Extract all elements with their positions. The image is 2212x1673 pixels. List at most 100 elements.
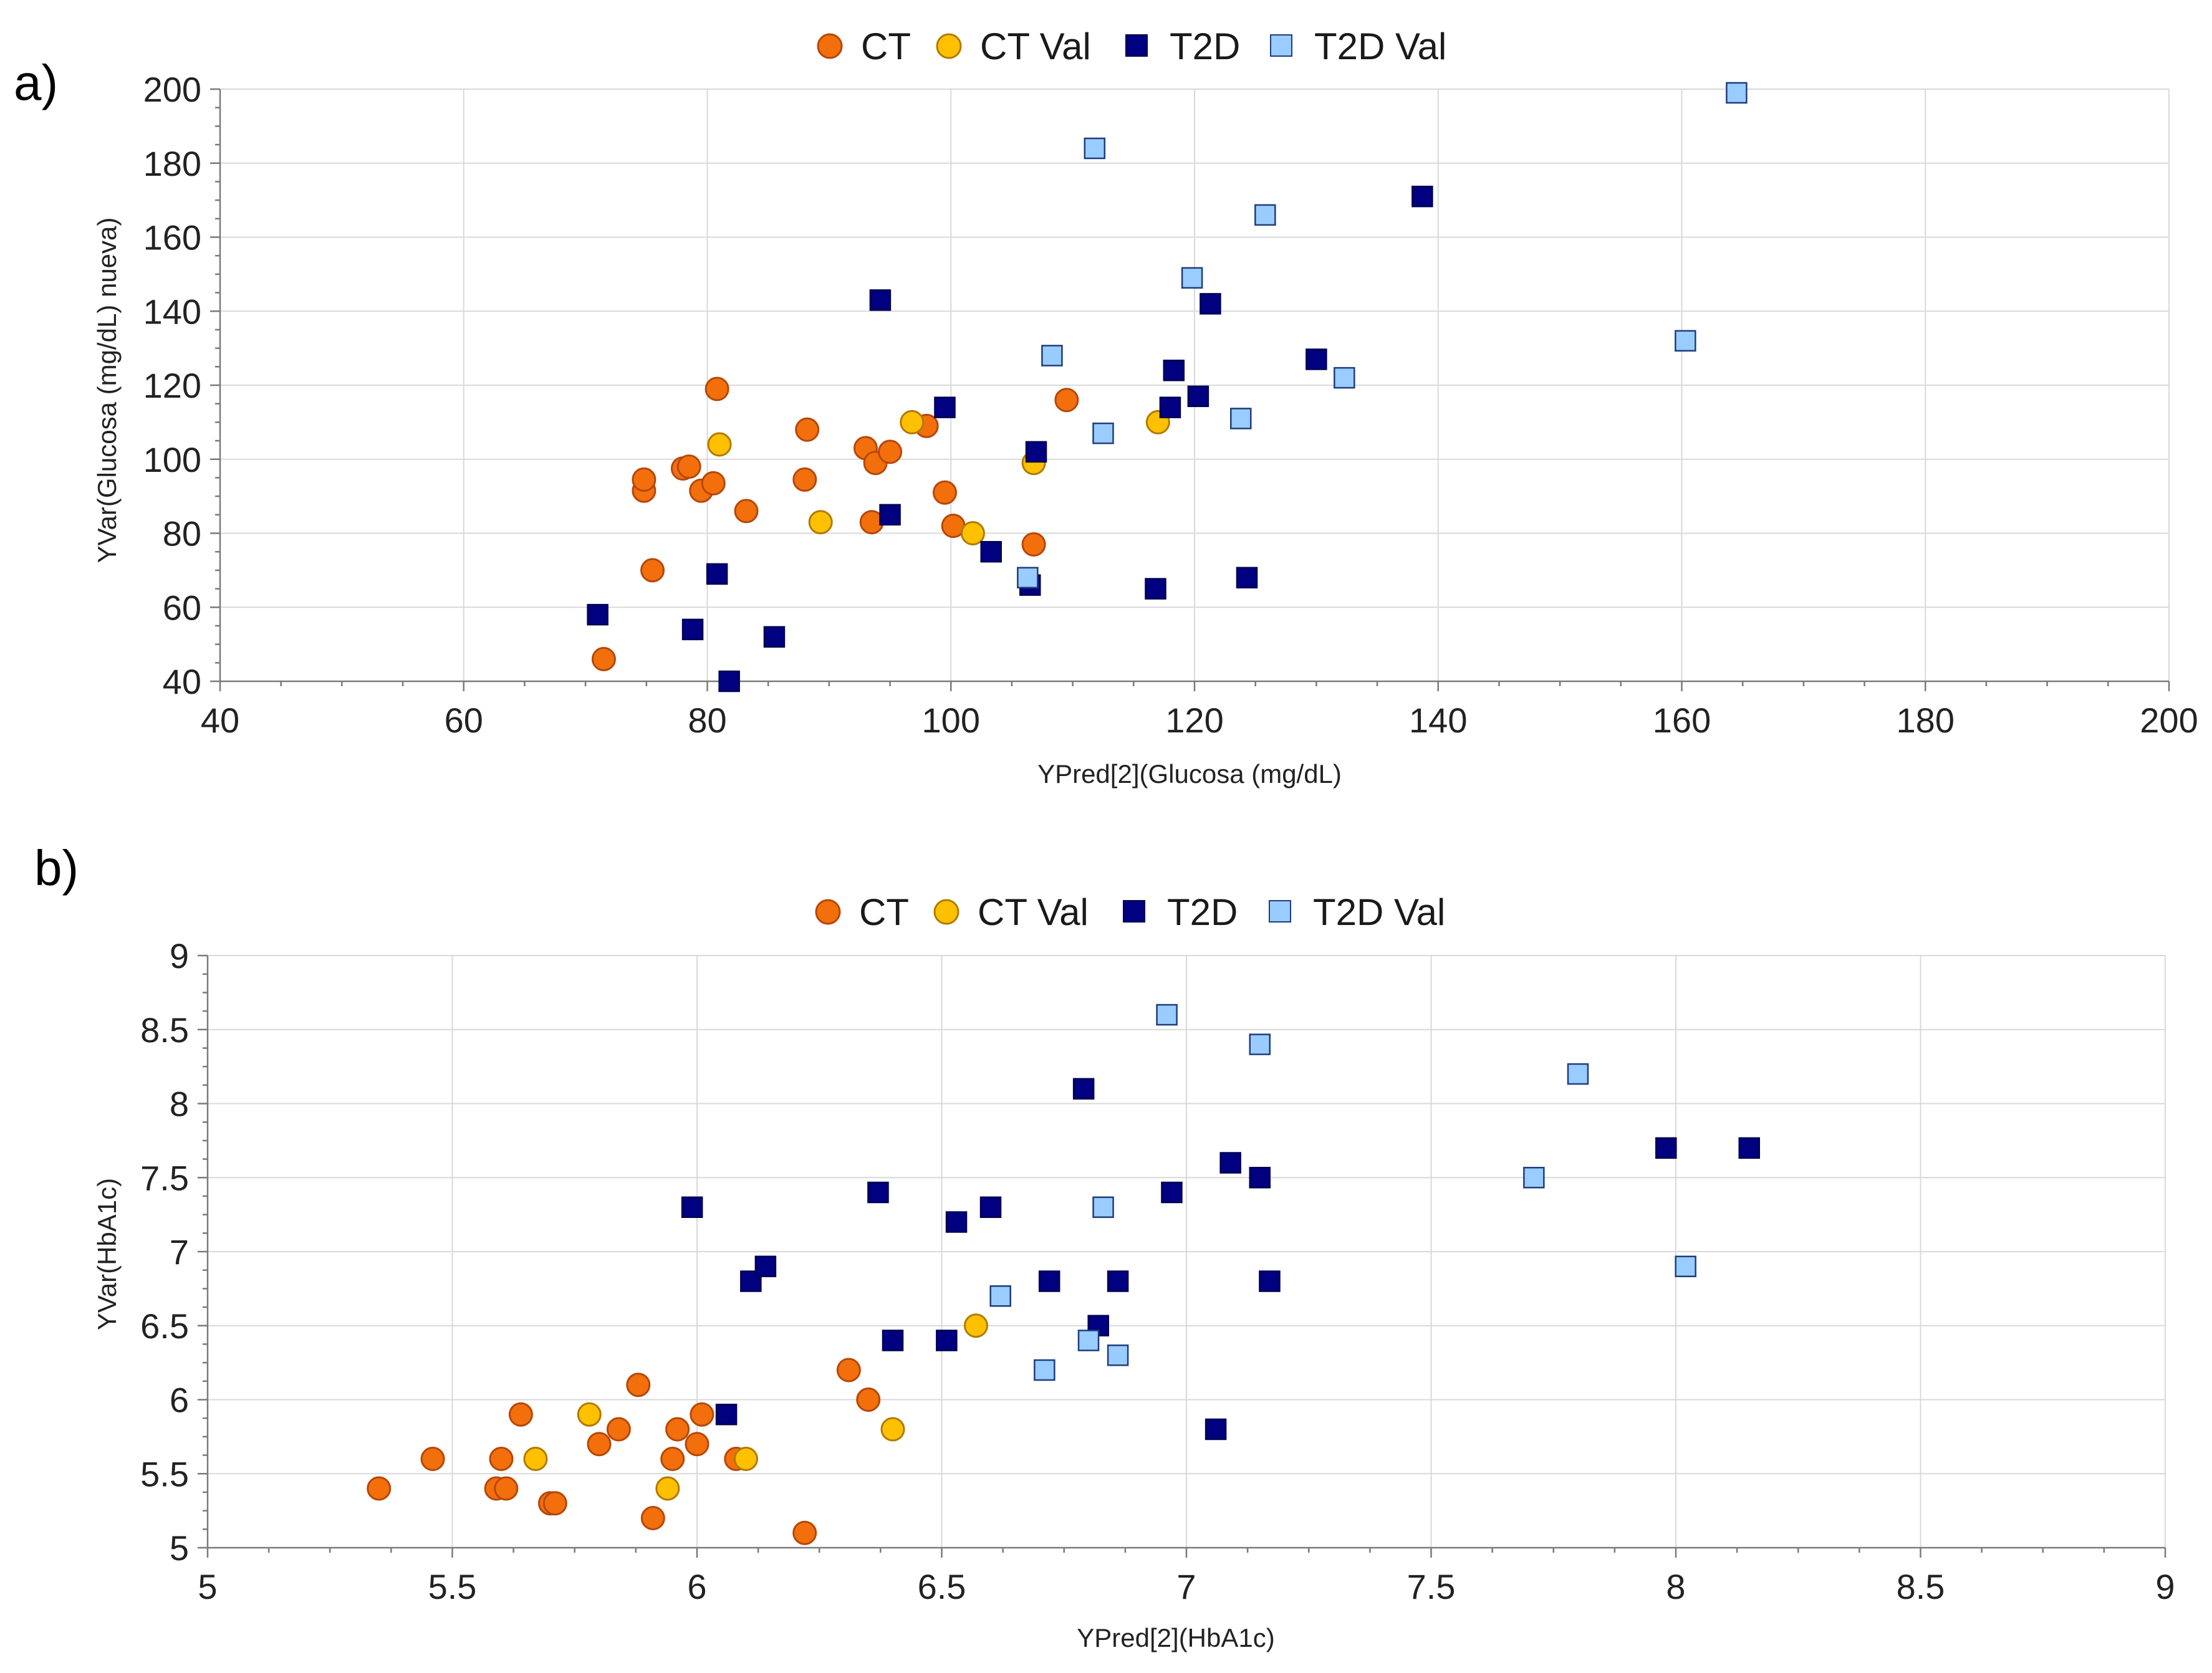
point-t2d xyxy=(1205,1418,1227,1441)
point-t2d xyxy=(587,603,608,626)
point-t2d-val xyxy=(1092,422,1114,444)
point-ct xyxy=(508,1402,533,1427)
legend-a-ctval-marker xyxy=(936,33,962,59)
point-t2d-val xyxy=(989,1285,1011,1307)
y-tick-label: 5 xyxy=(170,1528,189,1568)
point-ct xyxy=(632,467,656,492)
point-t2d xyxy=(715,1404,738,1426)
x-tick-label: 100 xyxy=(922,701,980,740)
point-t2d xyxy=(1161,1181,1183,1204)
point-ct xyxy=(836,1358,861,1383)
point-ct xyxy=(640,558,665,583)
point-ct xyxy=(795,417,820,442)
x-tick-label: 5 xyxy=(198,1567,217,1606)
point-t2d-val xyxy=(1726,82,1748,104)
point-ct-val xyxy=(707,432,732,457)
point-t2d xyxy=(1219,1152,1241,1174)
point-ct xyxy=(1021,532,1046,557)
point-t2d xyxy=(867,1181,889,1204)
point-ct xyxy=(856,1388,881,1412)
y-tick-label: 9 xyxy=(170,936,189,976)
x-tick-label: 7.5 xyxy=(1407,1567,1456,1606)
y-tick-label: 120 xyxy=(143,366,201,405)
point-ct xyxy=(587,1432,612,1457)
panel-b-label: b) xyxy=(34,840,79,896)
legend-b-ct-label: CT xyxy=(859,891,909,933)
point-t2d xyxy=(706,563,728,585)
point-t2d-val xyxy=(1077,1330,1100,1351)
point-t2d xyxy=(1025,441,1047,463)
point-t2d xyxy=(1072,1078,1095,1100)
legend-a-ct-marker xyxy=(817,33,843,59)
point-ct xyxy=(932,480,957,505)
y-tick-label: 200 xyxy=(143,70,201,109)
legend-b: CT CT Val T2D T2D Val xyxy=(815,891,1445,933)
point-t2d xyxy=(979,1196,1002,1218)
point-t2d-val xyxy=(1675,330,1696,352)
point-t2d-val xyxy=(1107,1345,1129,1366)
x-tick-label: 120 xyxy=(1165,701,1223,740)
point-ct xyxy=(606,1417,631,1442)
point-t2d xyxy=(1145,578,1166,600)
point-ct-val xyxy=(880,1417,905,1442)
x-tick-label: 200 xyxy=(2140,701,2198,740)
point-ct xyxy=(640,1506,665,1530)
point-ct xyxy=(676,454,701,479)
x-tick-label: 8.5 xyxy=(1897,1567,1945,1606)
x-tick-label: 160 xyxy=(1653,701,1711,740)
legend-a-t2dval-label: T2D Val xyxy=(1314,26,1446,67)
point-t2d-val xyxy=(1254,204,1276,226)
plot-b: 5 5.5 6 6.5 7 7.5 8 8.5 9 5 5.5 6 6.5 7 7.5 8 8.5 9 YPre… xyxy=(92,936,2175,1652)
point-ct xyxy=(704,376,729,401)
point-t2d xyxy=(869,289,892,311)
y-tick-label: 5.5 xyxy=(140,1454,189,1493)
point-t2d xyxy=(934,396,956,418)
point-t2d-val xyxy=(1084,137,1106,160)
point-t2d-val xyxy=(1156,1004,1178,1026)
point-ct-val xyxy=(963,1313,988,1338)
x-tick-label: 9 xyxy=(2155,1567,2175,1606)
point-t2d-val xyxy=(1249,1033,1271,1055)
y-tick-label: 7.5 xyxy=(140,1158,189,1197)
y-tick-label: 8 xyxy=(170,1085,189,1124)
y-tick-label: 180 xyxy=(143,144,201,183)
point-t2d xyxy=(945,1211,968,1233)
point-t2d-val xyxy=(1034,1359,1056,1381)
legend-b-t2d-label: T2D xyxy=(1167,891,1238,933)
point-t2d-val xyxy=(1523,1167,1545,1189)
point-ct xyxy=(878,439,903,464)
point-t2d-val xyxy=(1567,1063,1589,1085)
point-t2d xyxy=(980,540,1002,563)
x-tick-label: 6 xyxy=(687,1567,706,1606)
point-ct xyxy=(792,1520,817,1545)
plot-a-y-tick-labels: 40 60 80 100 120 140 160 180 200 xyxy=(143,70,201,701)
x-tick-label: 5.5 xyxy=(428,1567,477,1606)
point-t2d xyxy=(1163,360,1185,381)
point-t2d xyxy=(1038,1270,1060,1292)
plot-b-x-tick-labels: 5 5.5 6 6.5 7 7.5 8 8.5 9 xyxy=(198,1567,2175,1606)
point-ct-val xyxy=(960,521,985,545)
point-t2d-val xyxy=(1041,345,1063,367)
legend-a-t2d-marker xyxy=(1125,34,1148,57)
legend-b-t2d-marker xyxy=(1123,900,1145,923)
point-ct-val xyxy=(577,1402,602,1427)
point-t2d xyxy=(754,1255,777,1277)
point-t2d-val xyxy=(1017,567,1039,588)
point-t2d-val xyxy=(1229,408,1252,429)
legend-b-ct-marker xyxy=(815,899,841,925)
point-t2d xyxy=(936,1330,958,1351)
plot-b-points xyxy=(367,1004,1760,1545)
x-tick-label: 40 xyxy=(201,701,239,740)
point-t2d xyxy=(1655,1137,1677,1159)
point-t2d xyxy=(763,626,786,648)
legend-a-ct-label: CT xyxy=(861,26,911,67)
point-t2d xyxy=(681,1196,703,1218)
y-tick-label: 80 xyxy=(163,514,201,554)
y-tick-label: 6 xyxy=(170,1381,189,1420)
x-tick-label: 6.5 xyxy=(918,1567,966,1606)
plot-a-axes xyxy=(210,88,2170,691)
plot-a: 40 60 80 100 120 140 160 180 200 40 60 80 100 120 140… xyxy=(92,70,2198,789)
plot-a-x-axis-title: YPred[2](Glucosa (mg/dL) xyxy=(1037,759,1342,789)
point-t2d xyxy=(1738,1137,1760,1159)
plot-a-y-axis-title: YVar(Glucosa (mg/dL) nueva) xyxy=(92,218,122,563)
